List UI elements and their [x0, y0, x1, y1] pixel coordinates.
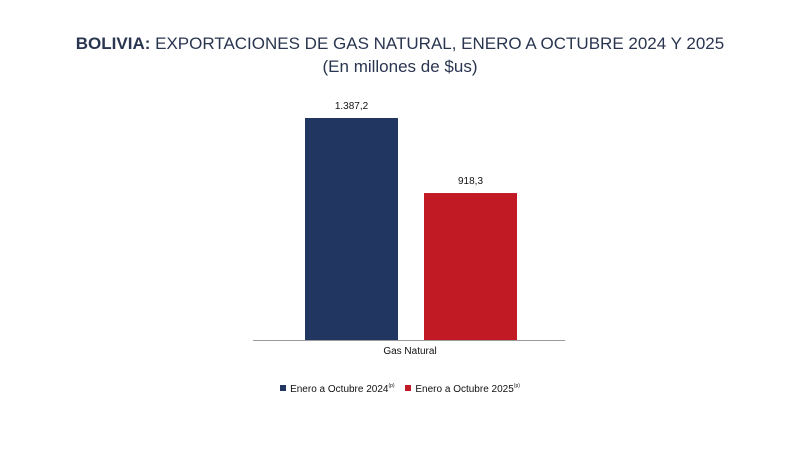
legend-label-2025: Enero a Octubre 2025 — [415, 384, 514, 395]
legend-sup-2025: (p) — [513, 383, 520, 389]
bar-2024 — [305, 118, 398, 340]
legend-label-2024: Enero a Octubre 2024 — [290, 384, 389, 395]
chart-subtitle: (En millones de $us) — [322, 57, 478, 76]
legend-swatch-2024 — [280, 385, 287, 391]
legend-sup-2024: (p) — [388, 383, 395, 389]
category-label: Gas Natural — [383, 346, 436, 357]
chart-title-text: EXPORTACIONES DE GAS NATURAL, ENERO A OC… — [150, 34, 725, 53]
chart-title-country: BOLIVIA: — [75, 34, 151, 53]
legend-swatch-2025 — [405, 385, 412, 391]
legend-item-2024: Enero a Octubre 2024(p) — [280, 383, 395, 395]
data-label-2024: 1.387,2 — [335, 101, 369, 112]
legend-item-2025: Enero a Octubre 2025(p) — [405, 383, 520, 395]
bars-group — [305, 118, 517, 340]
legend: Enero a Octubre 2024(p) Enero a Octubre … — [0, 383, 800, 395]
data-labels-group: 1.387,2 918,3 — [335, 101, 484, 187]
bar-2025 — [424, 193, 517, 340]
chart-title: BOLIVIA: EXPORTACIONES DE GAS NATURAL, E… — [0, 34, 800, 54]
data-label-2025: 918,3 — [458, 176, 483, 187]
